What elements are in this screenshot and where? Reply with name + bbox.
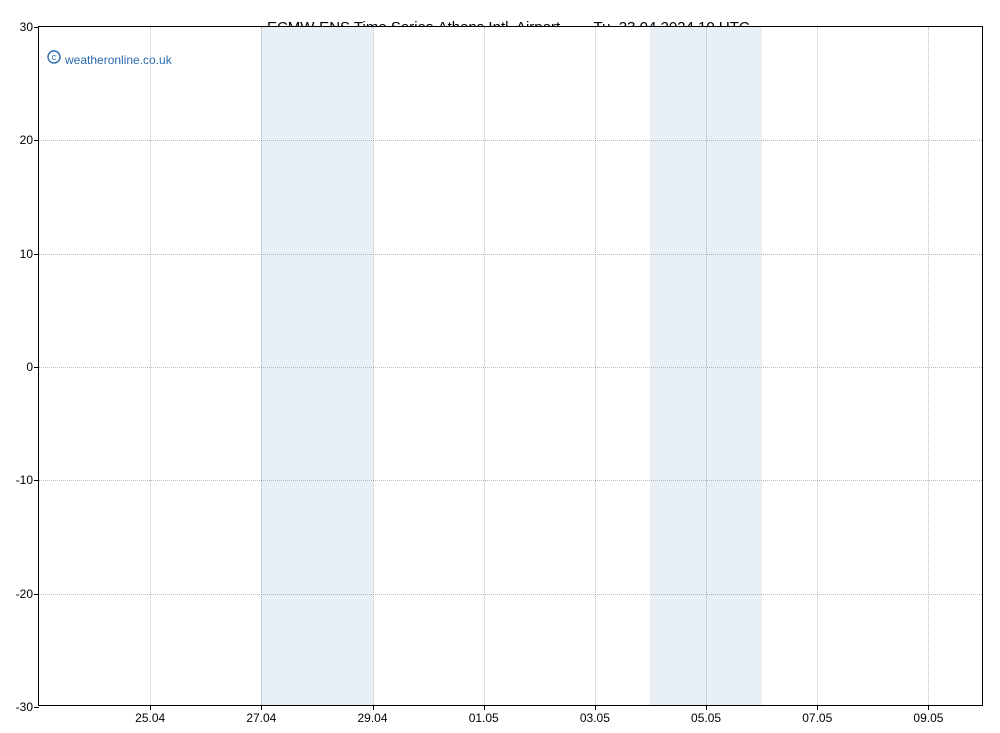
y-tick-label: 30 [20,20,33,34]
gridline-vertical [150,27,151,705]
y-tick-label: -30 [16,700,33,714]
x-tick-mark [150,705,151,710]
x-tick-label: 29.04 [358,711,388,725]
x-tick-mark [261,705,262,710]
svg-text:c: c [52,52,57,62]
y-tick-mark [34,594,39,595]
x-tick-label: 27.04 [246,711,276,725]
gridline-vertical [484,27,485,705]
copyright-icon: c [47,50,61,69]
y-tick-label: 20 [20,133,33,147]
gridline-horizontal [39,594,982,595]
y-tick-mark [34,254,39,255]
y-tick-mark [34,367,39,368]
x-tick-mark [373,705,374,710]
y-tick-label: -20 [16,587,33,601]
x-tick-label: 01.05 [469,711,499,725]
gridline-horizontal [39,140,982,141]
y-tick-mark [34,707,39,708]
y-tick-label: 0 [26,360,33,374]
gridline-vertical [817,27,818,705]
x-tick-mark [706,705,707,710]
x-tick-label: 25.04 [135,711,165,725]
y-tick-label: -10 [16,473,33,487]
chart-container: { "chart": { "type": "line", "title_left… [0,0,1000,733]
y-tick-mark [34,27,39,28]
gridline-vertical [928,27,929,705]
gridline-vertical [261,27,262,705]
gridline-vertical [595,27,596,705]
gridline-horizontal [39,367,982,368]
x-tick-mark [928,705,929,710]
x-tick-label: 07.05 [802,711,832,725]
x-tick-label: 05.05 [691,711,721,725]
weekend-band [261,27,372,705]
x-tick-mark [484,705,485,710]
x-tick-label: 03.05 [580,711,610,725]
gridline-horizontal [39,254,982,255]
plot-area: 3020100-10-20-3025.0427.0429.0401.0503.0… [38,26,983,706]
y-tick-mark [34,480,39,481]
watermark: c weatheronline.co.uk [47,50,172,69]
x-tick-mark [817,705,818,710]
y-tick-label: 10 [20,247,33,261]
gridline-vertical [706,27,707,705]
gridline-vertical [373,27,374,705]
y-tick-mark [34,140,39,141]
x-tick-mark [595,705,596,710]
gridline-horizontal [39,480,982,481]
watermark-text: weatheronline.co.uk [65,53,172,67]
x-tick-label: 09.05 [913,711,943,725]
